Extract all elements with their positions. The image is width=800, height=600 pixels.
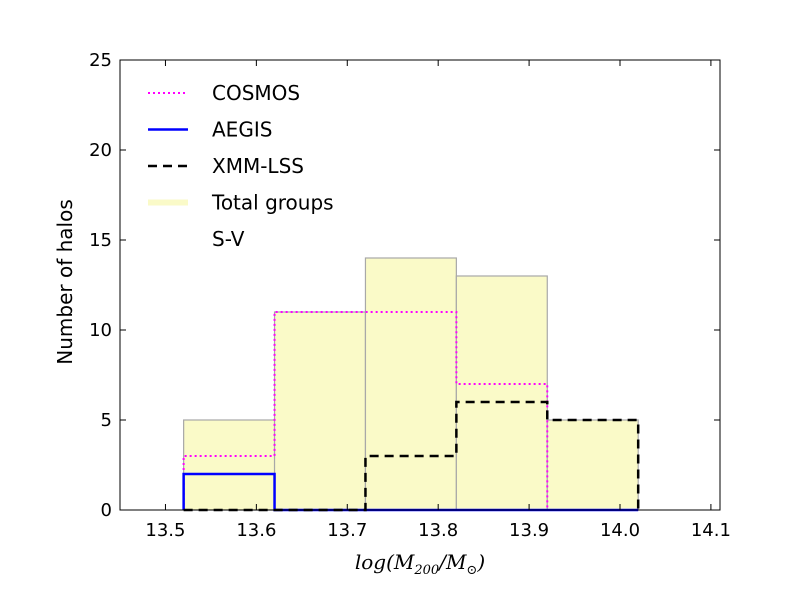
y-tick-label-5: 5 — [101, 410, 112, 431]
legend-label-cosmos: COSMOS — [212, 81, 300, 105]
y-tick-label-20: 20 — [89, 140, 112, 161]
x-axis-label-sub2: ⊙ — [466, 563, 477, 578]
plot-frame — [119, 59, 721, 511]
y-tick-label-0: 0 — [101, 500, 112, 521]
y-tick-label-25: 25 — [89, 50, 112, 71]
legend-label-xmm-lss: XMM-LSS — [212, 154, 304, 178]
total-groups-bar-1 — [183, 419, 276, 511]
bars-layer — [183, 257, 639, 511]
total-groups-bar-5 — [546, 419, 639, 511]
x-tick-label-13.6: 13.6 — [236, 520, 276, 541]
legend-label-s-v: S-V — [212, 227, 245, 251]
x-axis-label-suffix: ) — [476, 550, 485, 574]
total-groups-bar-4 — [455, 275, 548, 511]
legend: COSMOS AEGIS XMM-LSS Total groups S-V — [148, 81, 334, 251]
x-tick-label-13.5: 13.5 — [145, 520, 185, 541]
x-axis-label: log(M200/M⊙) — [355, 550, 485, 578]
total-groups-bar-2 — [273, 311, 367, 511]
x-tick-label-14.1: 14.1 — [691, 520, 731, 541]
x-tick-label-14.0: 14.0 — [600, 520, 640, 541]
y-tick-label-15: 15 — [89, 230, 112, 251]
x-ticks: 13.5 13.6 13.7 13.8 13.9 14.0 14.1 — [145, 60, 731, 541]
y-tick-label-10: 10 — [89, 320, 112, 341]
y-ticks: 0 5 10 15 20 25 — [89, 50, 720, 521]
legend-label-aegis: AEGIS — [212, 118, 272, 142]
x-tick-label-13.9: 13.9 — [509, 520, 549, 541]
x-tick-label-13.7: 13.7 — [327, 520, 367, 541]
legend-label-total-groups: Total groups — [211, 191, 334, 215]
cosmos-step-line — [182, 311, 639, 511]
x-axis-label-prefix: log(M — [355, 550, 415, 574]
total-groups-bar-3 — [364, 257, 457, 511]
x-axis-label-mid: /M — [437, 550, 467, 574]
y-axis-label: Number of halos — [53, 199, 77, 364]
x-axis-label-sub1: 200 — [413, 563, 439, 578]
x-tick-label-13.8: 13.8 — [418, 520, 458, 541]
